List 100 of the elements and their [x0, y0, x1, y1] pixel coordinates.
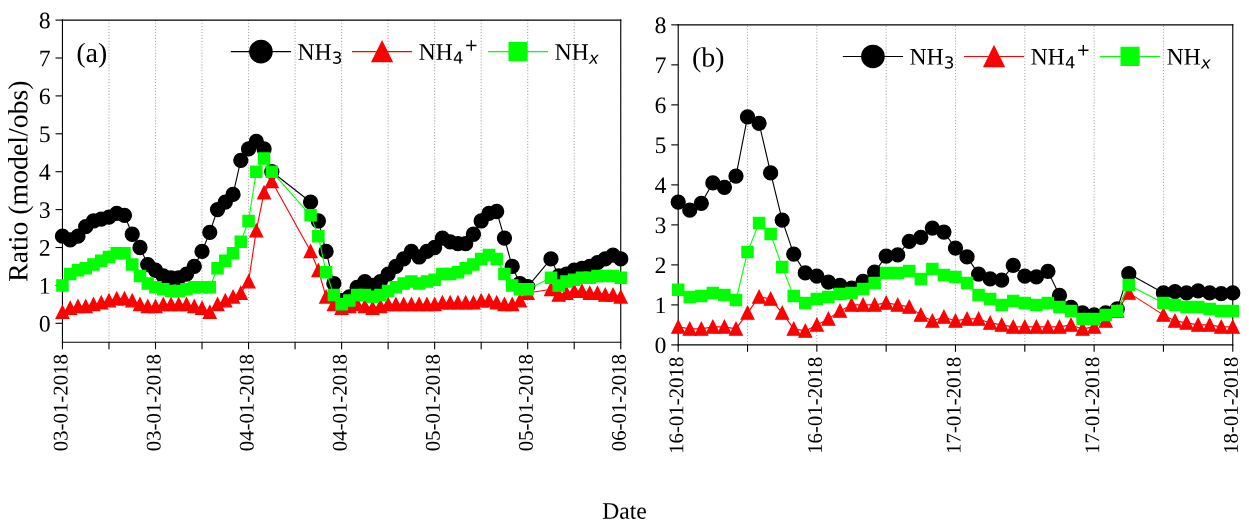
point [752, 216, 766, 230]
y-tick-label: 8 [39, 12, 50, 29]
point [716, 179, 733, 195]
point [995, 298, 1008, 312]
point [1122, 278, 1136, 292]
y-tick-label: 7 [40, 50, 50, 67]
point [764, 227, 777, 241]
point [739, 109, 756, 125]
point [925, 313, 940, 328]
point [1017, 319, 1032, 334]
x-tick-label: 17-01-2018 [946, 357, 961, 453]
point [821, 311, 836, 326]
point [1007, 294, 1020, 308]
point [994, 317, 1009, 332]
point [1064, 304, 1078, 318]
point [741, 245, 754, 259]
point [752, 289, 767, 304]
point [1214, 319, 1229, 334]
point [890, 247, 906, 263]
y-tick-label: 0 [655, 337, 666, 354]
point [1053, 300, 1066, 314]
point [902, 299, 917, 314]
point [879, 295, 894, 310]
point [936, 224, 952, 240]
x-tick-label: 03-01-2018 [53, 354, 68, 451]
point [717, 319, 732, 334]
point [891, 266, 904, 280]
point [1040, 319, 1055, 334]
point [913, 307, 928, 322]
point [936, 309, 951, 324]
point [1214, 304, 1228, 318]
point [729, 321, 743, 336]
point [971, 311, 986, 326]
y-tick-label: 8 [655, 17, 666, 34]
y-tick-label: 4 [655, 177, 667, 194]
y-tick-label: 1 [656, 297, 665, 314]
annotation: (b) [693, 47, 724, 73]
point [682, 321, 697, 336]
point [728, 168, 744, 184]
point [775, 305, 790, 320]
point [671, 283, 685, 296]
point [809, 268, 825, 284]
point [1202, 317, 1217, 332]
x-tick-label: 04-01-2018 [239, 354, 254, 451]
legend-label: NH$_{4}$$^{+}$ [419, 40, 477, 64]
y-tick-label: 3 [39, 202, 50, 219]
x-tick-label: 16-01-2018 [808, 357, 823, 453]
point [926, 262, 939, 276]
point [949, 270, 962, 284]
point [787, 289, 800, 303]
point [1179, 315, 1194, 330]
point [845, 286, 858, 300]
point [1029, 319, 1044, 334]
point [1052, 319, 1067, 334]
point [799, 296, 812, 310]
point [948, 313, 963, 328]
point [751, 115, 767, 131]
x-tick-label: 05-01-2018 [425, 354, 440, 451]
point [1040, 263, 1056, 279]
point [1006, 319, 1021, 334]
x-tick-label: 06-01-2018 [611, 354, 626, 451]
point [856, 297, 871, 312]
point [1225, 285, 1241, 301]
y-axis-title: Ratio (model/obs) [8, 81, 34, 282]
legend-label: NH$_{x}$ [1167, 49, 1211, 69]
point [983, 292, 997, 306]
point [856, 282, 870, 296]
y-tick-label: 0 [39, 315, 50, 332]
point [913, 229, 929, 245]
point [867, 297, 882, 312]
y-tick-label: 4 [39, 164, 51, 180]
y-tick-label: 6 [655, 97, 666, 114]
point [695, 289, 708, 303]
point [844, 297, 859, 312]
point [983, 315, 998, 330]
x-tick-label: 04-01-2018 [332, 354, 347, 451]
point [1168, 313, 1182, 328]
point [1005, 257, 1021, 273]
point [833, 303, 847, 318]
point [729, 293, 743, 307]
point [959, 249, 975, 265]
point [786, 321, 801, 336]
point [1064, 317, 1078, 332]
point [718, 288, 731, 302]
point [947, 240, 964, 256]
x-tick-label: 16-01-2018 [669, 357, 684, 453]
y-tick-label: 2 [655, 257, 666, 274]
point [705, 319, 720, 334]
point [1226, 304, 1240, 318]
point [1180, 300, 1193, 314]
point [671, 319, 686, 334]
legend-label: NH$_{x}$ [555, 44, 599, 64]
x-tick-label: 17-01-2018 [1085, 357, 1100, 453]
x-tick-label: 03-01-2018 [146, 354, 161, 451]
point [798, 323, 813, 338]
y-tick-label: 6 [39, 88, 50, 105]
point [1225, 319, 1240, 334]
point [809, 317, 824, 332]
point [1191, 317, 1206, 332]
point [1030, 298, 1043, 312]
